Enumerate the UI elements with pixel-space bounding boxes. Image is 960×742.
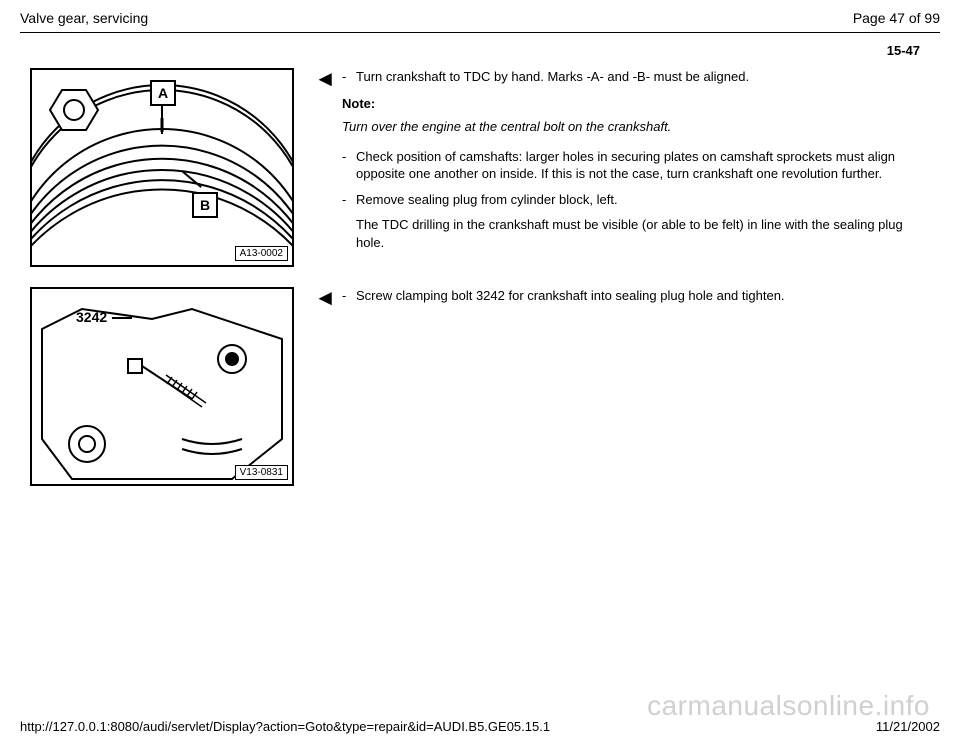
indent-text: The TDC drilling in the crankshaft must …	[356, 216, 920, 251]
bullet-text: Remove sealing plug from cylinder block,…	[356, 191, 920, 209]
section-1: A B A13-0002 ◄ - Turn crankshaft to TDC …	[30, 68, 930, 267]
bullet-text: Turn crankshaft to TDC by hand. Marks -A…	[356, 68, 920, 86]
figure-1-tag: A13-0002	[235, 246, 288, 261]
page-number: 15-47	[0, 33, 960, 58]
header-page-of: Page 47 of 99	[853, 10, 940, 26]
page-header: Valve gear, servicing Page 47 of 99	[0, 0, 960, 32]
note-text: Turn over the engine at the central bolt…	[342, 119, 920, 134]
section-2: 3242 V13-0831 ◄ - Screw clamping bolt 32…	[30, 287, 930, 486]
figure-1-line-a	[161, 104, 163, 134]
figure-1: A B A13-0002	[30, 68, 294, 267]
footer-url: http://127.0.0.1:8080/audi/servlet/Displ…	[20, 719, 550, 734]
watermark: carmanualsonline.info	[647, 690, 930, 722]
page-footer: http://127.0.0.1:8080/audi/servlet/Displ…	[0, 719, 960, 734]
bullet-dash: -	[342, 191, 356, 209]
figure-2-label: 3242	[76, 309, 107, 325]
footer-date: 11/21/2002	[876, 719, 940, 734]
bullet-text: Screw clamping bolt 3242 for crankshaft …	[356, 287, 920, 305]
bullet-dash: -	[342, 148, 356, 183]
bullet-row: - Check position of camshafts: larger ho…	[342, 148, 920, 183]
bullet-row: - Turn crankshaft to TDC by hand. Marks …	[342, 68, 920, 86]
section-1-text: - Turn crankshaft to TDC by hand. Marks …	[342, 68, 930, 259]
bullet-row: - Screw clamping bolt 3242 for crankshaf…	[342, 287, 920, 305]
bullet-dash: -	[342, 68, 356, 86]
section-1-arrow: ◄	[306, 68, 342, 90]
figure-2: 3242 V13-0831	[30, 287, 294, 486]
section-2-arrow: ◄	[306, 287, 342, 309]
bullet-row: - Remove sealing plug from cylinder bloc…	[342, 191, 920, 209]
section-2-text: - Screw clamping bolt 3242 for crankshaf…	[342, 287, 930, 313]
content-area: A B A13-0002 ◄ - Turn crankshaft to TDC …	[0, 58, 960, 486]
figure-1-label-b: B	[192, 192, 218, 218]
header-title: Valve gear, servicing	[20, 10, 148, 26]
figure-2-svg	[32, 289, 292, 484]
bullet-text: Check position of camshafts: larger hole…	[356, 148, 920, 183]
figure-2-tag: V13-0831	[235, 465, 288, 480]
figure-2-label-line	[112, 317, 132, 319]
bullet-dash: -	[342, 287, 356, 305]
note-label: Note:	[342, 96, 920, 111]
figure-1-label-a: A	[150, 80, 176, 106]
